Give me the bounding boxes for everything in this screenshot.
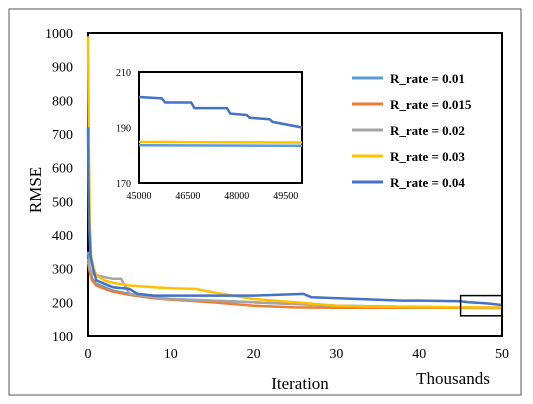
inset-series-line-1 — [138, 95, 303, 129]
main-y-tick-labels: 100 200 300 400 500 600 700 800 900 1000 — [45, 27, 73, 345]
x-tick-label: 20 — [247, 347, 261, 362]
inset-plot-area — [138, 71, 303, 184]
inset-y-tick-labels: 170 190 210 — [116, 68, 131, 190]
y-tick-label: 200 — [52, 296, 73, 311]
x-tick-label: 50 — [495, 347, 509, 362]
main-x-tick-labels: 0 10 20 30 40 50 — [85, 347, 510, 362]
zoom-highlight-box — [459, 294, 503, 317]
y-tick-label: 900 — [52, 61, 73, 76]
x-tick-label: 10 — [164, 347, 178, 362]
inset-x-tick-label: 49500 — [273, 191, 298, 202]
x-tick-label: 30 — [329, 347, 343, 362]
inset-x-tick-labels: 45000 46500 48000 49500 — [127, 191, 299, 202]
inset-x-tick-label: 46500 — [175, 191, 200, 202]
y-axis-title: RMSE — [26, 167, 45, 213]
inset-x-tick-label: 48000 — [224, 191, 249, 202]
inset-y-tick-label: 190 — [116, 124, 131, 135]
inset-y-tick-label: 210 — [116, 68, 131, 79]
y-tick-label: 600 — [52, 162, 73, 177]
main-series-group — [86, 36, 503, 310]
inset-series-line-3 — [138, 144, 303, 148]
y-tick-label: 800 — [52, 94, 73, 109]
y-tick-label: 500 — [52, 195, 73, 210]
y-tick-label: 1000 — [45, 27, 73, 42]
zoom-box-rect — [459, 294, 503, 317]
inset-x-tick-label: 45000 — [127, 191, 152, 202]
legend-label: R_rate = 0.03 — [390, 149, 465, 164]
x-axis-unit-label: Thousands — [416, 369, 490, 388]
inset-series-line-2 — [138, 140, 303, 144]
x-axis-title: Iteration — [271, 374, 329, 393]
y-tick-label: 300 — [52, 263, 73, 278]
legend-label: R_rate = 0.01 — [390, 71, 465, 86]
y-tick-label: 100 — [52, 330, 73, 345]
inset-series-group — [138, 95, 303, 148]
chart-border — [8, 8, 522, 396]
legend-label: R_rate = 0.015 — [390, 97, 472, 112]
x-tick-label: 40 — [412, 347, 426, 362]
y-tick-label: 400 — [52, 229, 73, 244]
x-tick-label: 0 — [85, 347, 92, 362]
legend-label: R_rate = 0.04 — [390, 175, 465, 190]
legend: R_rate = 0.01 R_rate = 0.015 R_rate = 0.02… — [352, 71, 472, 190]
legend-label: R_rate = 0.02 — [390, 123, 465, 138]
inset-y-tick-label: 170 — [116, 179, 131, 190]
y-tick-label: 700 — [52, 128, 73, 143]
series-line-5 — [86, 127, 503, 307]
